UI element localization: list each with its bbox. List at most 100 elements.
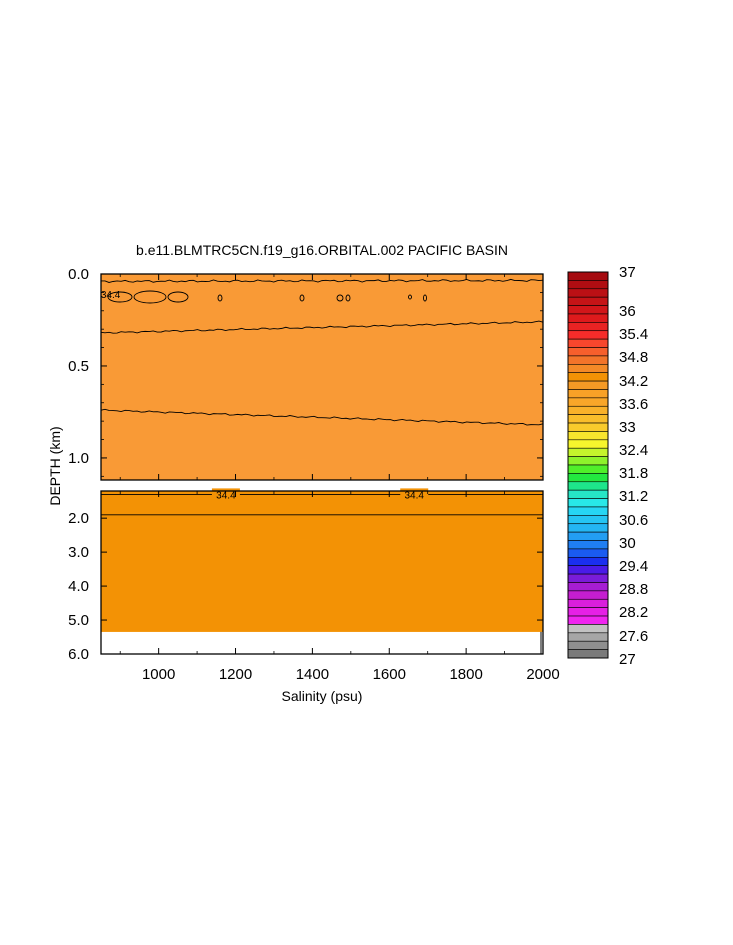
colorbar-label: 37 (619, 264, 636, 281)
colorbar-label: 32.4 (619, 442, 648, 459)
colorbar-swatch (567, 649, 609, 659)
colorbar-swatch (567, 523, 609, 533)
colorbar-swatch (567, 456, 609, 466)
colorbar-swatch (567, 364, 609, 373)
x-tick-label: 1200 (219, 666, 252, 683)
upper-panel-fill (101, 274, 543, 480)
contour-label: 34.4 (405, 490, 425, 501)
colorbar-label: 30 (619, 535, 636, 552)
colorbar-swatch (567, 464, 609, 474)
colorbar-label: 31.2 (619, 488, 648, 505)
colorbar-swatch (567, 573, 609, 583)
chart-title: b.e11.BLMTRC5CN.f19_g16.ORBITAL.002 PACI… (136, 242, 508, 258)
colorbar-swatch (567, 414, 609, 424)
contour-blob (345, 294, 351, 302)
upper-panel: 34.4 0.0 0.5 1.0 (68, 266, 544, 481)
contour-label: 34.4 (216, 490, 236, 501)
contour-blob (336, 294, 344, 302)
colorbar-swatch (567, 389, 609, 399)
x-tick-label: 2000 (526, 666, 559, 683)
colorbar-swatch (567, 439, 609, 449)
colorbar-swatch (567, 355, 609, 365)
colorbar-swatch (567, 280, 609, 290)
x-tick-label: 1600 (373, 666, 406, 683)
colorbar-label: 33 (619, 419, 636, 436)
colorbar-swatch (567, 565, 609, 575)
colorbar-swatch (567, 473, 609, 483)
colorbar-swatch (567, 548, 609, 558)
y-tick-label: 4.0 (68, 578, 89, 595)
contour-line-near-surface (100, 278, 544, 283)
colorbar-swatch (567, 330, 609, 340)
colorbar-swatch (567, 288, 609, 298)
contour-blob (133, 290, 167, 304)
colorbar-swatch (567, 506, 609, 516)
colorbar: 37 36 35.4 34.8 34.2 33.6 33 32.4 31.8 31.2 30.6 30… (567, 264, 648, 668)
colorbar-label: 35.4 (619, 326, 648, 343)
colorbar-label: 27 (619, 651, 636, 668)
colorbar-swatch (567, 397, 609, 407)
y-tick-label: 2.0 (68, 510, 89, 527)
colorbar-swatch (567, 305, 609, 315)
colorbar-swatch (567, 431, 609, 441)
contour-blob (217, 294, 223, 302)
colorbar-label: 36 (619, 303, 636, 320)
colorbar-swatch (567, 347, 609, 357)
lower-panel: 34.4 34.4 2.0 3.0 4.0 5.0 6.0 (68, 488, 544, 663)
colorbar-swatch (567, 582, 609, 592)
y-tick-label: 0.0 (68, 266, 89, 283)
colorbar-label: 34.2 (619, 373, 648, 390)
colorbar-swatch (567, 405, 609, 415)
y-tick-label: 5.0 (68, 612, 89, 629)
contour-blob (423, 294, 427, 302)
colorbar-label: 30.6 (619, 512, 648, 529)
contour-label: 34.4 (101, 290, 121, 301)
colorbar-frame (567, 271, 609, 659)
colorbar-label: 31.8 (619, 465, 648, 482)
colorbar-label: 28.2 (619, 604, 648, 621)
lower-panel-frame (100, 490, 544, 655)
colorbar-swatch (567, 632, 609, 642)
contour-line-upper (100, 320, 544, 334)
y-tick-label: 0.5 (68, 358, 89, 375)
colorbar-label: 27.6 (619, 628, 648, 645)
x-axis: 1000 1200 1400 1600 1800 2000 (119, 274, 560, 683)
colorbar-swatch (567, 338, 609, 348)
colorbar-label: 34.8 (619, 349, 648, 366)
colorbar-label: 29.4 (619, 558, 648, 575)
colorbar-swatch (567, 422, 609, 432)
colorbar-swatch (567, 372, 609, 382)
y-tick-label: 3.0 (68, 544, 89, 561)
colorbar-label: 28.8 (619, 581, 648, 598)
colorbar-swatch (567, 447, 609, 457)
colorbar-swatch (567, 531, 609, 541)
colorbar-swatch (567, 615, 609, 625)
contour-line-lower (100, 408, 544, 426)
contour-label-bg (211, 488, 240, 500)
contour-blob (107, 291, 133, 303)
colorbar-swatch (567, 607, 609, 617)
colorbar-swatch (567, 481, 609, 491)
colorbar-swatch (567, 590, 609, 600)
x-tick-label: 1000 (142, 666, 175, 683)
contour-blob (408, 294, 412, 300)
colorbar-swatch (567, 624, 609, 634)
x-tick-label: 1800 (449, 666, 482, 683)
colorbar-label: 33.6 (619, 396, 648, 413)
contour-label-bg (400, 488, 429, 500)
upper-panel-frame (100, 273, 544, 481)
colorbar-swatch (567, 540, 609, 550)
colorbar-swatch (567, 515, 609, 525)
colorbar-swatch (567, 380, 609, 390)
colorbar-swatch (567, 640, 609, 650)
colorbar-swatch (567, 271, 609, 281)
colorbar-swatch (567, 296, 609, 306)
y-axis-label: DEPTH (km) (47, 426, 63, 505)
y-tick-label: 6.0 (68, 646, 89, 663)
colorbar-swatch (567, 557, 609, 566)
colorbar-swatch (567, 322, 609, 332)
contour-blob (167, 291, 189, 303)
colorbar-swatch (567, 498, 609, 508)
lower-panel-fill (101, 491, 543, 632)
